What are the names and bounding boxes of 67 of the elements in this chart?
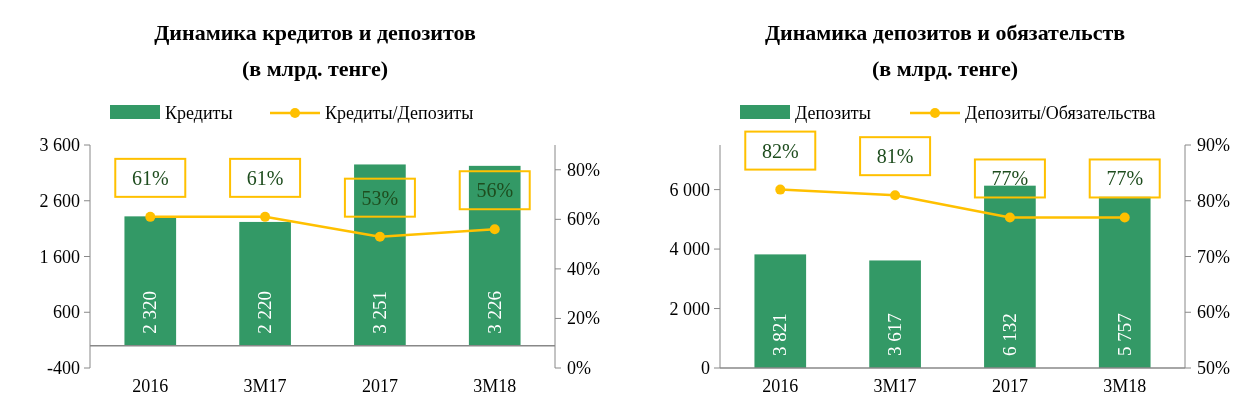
x-tick-label: 3M17	[873, 376, 917, 396]
y-tick-label: 6 000	[669, 179, 710, 200]
chart-subtitle: (в млрд. тенге)	[241, 56, 389, 81]
data-label: 5 757	[1113, 313, 1135, 356]
y-tick-label: 2 600	[39, 190, 80, 211]
data-label: 81%	[876, 145, 914, 168]
y2-tick-label: 0%	[567, 358, 591, 378]
y-tick-label: 4 000	[669, 239, 710, 260]
x-tick-label: 3M18	[1103, 376, 1147, 396]
bar	[1098, 196, 1151, 368]
legend-label: Депозиты	[795, 103, 871, 123]
chart-subtitle: (в млрд. тенге)	[871, 56, 1019, 81]
bar	[754, 254, 807, 368]
data-label: 3 617	[884, 313, 906, 356]
data-label: 77%	[991, 167, 1029, 190]
point	[260, 211, 271, 222]
y2-tick-label: 60%	[567, 209, 600, 230]
y-tick-label: 600	[53, 302, 80, 323]
y-tick-label: 1 600	[39, 246, 80, 267]
y2-tick-label: 90%	[1197, 135, 1230, 155]
legend-label: Депозиты/Обязательства	[965, 103, 1156, 123]
chart-title: Динамика депозитов и обязательств	[764, 20, 1126, 45]
data-label: 3 821	[769, 313, 791, 356]
y2-tick-label: 80%	[1197, 190, 1230, 211]
bar	[468, 165, 521, 346]
legend-label: Кредиты/Депозиты	[325, 103, 474, 123]
chart-title: Динамика кредитов и депозитов	[154, 20, 476, 45]
y2-tick-label: 40%	[567, 258, 600, 279]
legend-label: Кредиты	[165, 103, 233, 123]
y2-tick-label: 80%	[567, 159, 600, 180]
point	[489, 224, 500, 235]
point	[775, 184, 786, 195]
bar	[124, 216, 177, 346]
data-label: 6 132	[998, 313, 1020, 356]
bar	[354, 164, 406, 346]
data-label: 3 226	[483, 290, 505, 334]
y2-tick-label: 20%	[567, 308, 600, 329]
x-tick-label: 2016	[132, 376, 169, 396]
bar	[984, 185, 1036, 368]
data-label: 82%	[761, 139, 799, 162]
x-tick-label: 3M17	[243, 376, 287, 396]
x-tick-label: 2017	[991, 376, 1028, 396]
bar	[239, 221, 291, 346]
point	[890, 190, 901, 201]
data-label: 3 251	[368, 290, 390, 334]
bar	[869, 260, 921, 368]
y2-tick-label: 60%	[1197, 302, 1230, 323]
data-label: 56%	[476, 179, 514, 202]
y-tick-label: 2 000	[669, 298, 710, 319]
data-label: 61%	[131, 166, 169, 189]
data-label: 61%	[246, 166, 284, 189]
x-tick-label: 2017	[361, 376, 398, 396]
data-label: 53%	[361, 186, 399, 209]
y-tick-label: -400	[47, 358, 80, 378]
point	[1004, 212, 1015, 223]
point	[374, 231, 385, 242]
x-tick-label: 2016	[762, 376, 799, 396]
point	[145, 211, 156, 222]
y-tick-label: 3 600	[39, 135, 80, 155]
x-tick-label: 3M18	[473, 376, 517, 396]
y-tick-label: 0	[701, 358, 710, 378]
point	[1119, 212, 1130, 223]
data-label: 77%	[1106, 167, 1144, 190]
y2-tick-label: 50%	[1197, 358, 1230, 378]
y2-tick-label: 70%	[1197, 246, 1230, 267]
data-label: 2 220	[254, 290, 276, 334]
data-label: 2 320	[139, 290, 161, 334]
